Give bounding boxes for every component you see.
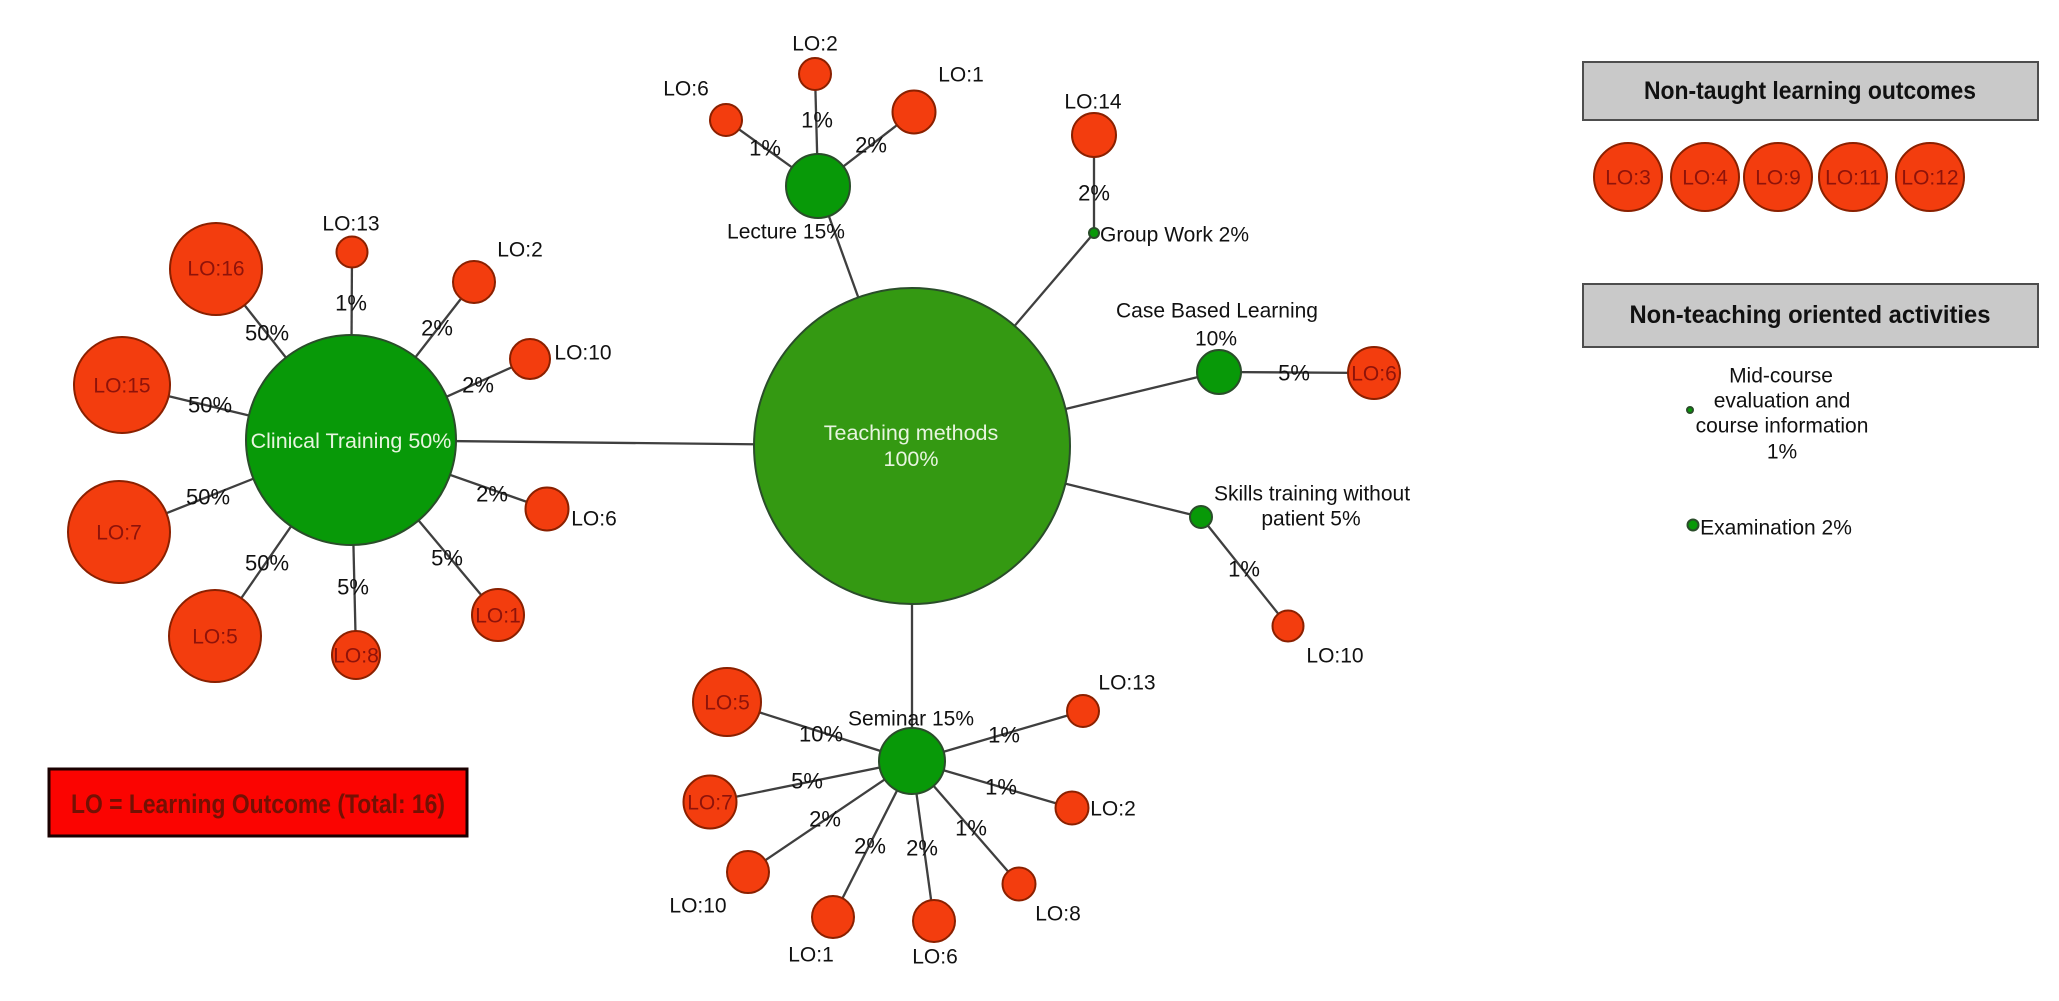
svg-text:LO:14: LO:14: [1064, 91, 1122, 114]
svg-text:LO:16: LO:16: [187, 258, 244, 281]
svg-text:LO:4: LO:4: [1682, 167, 1728, 190]
svg-text:50%: 50%: [186, 485, 230, 510]
svg-text:course information: course information: [1696, 415, 1869, 438]
svg-text:LO:6: LO:6: [912, 946, 958, 969]
svg-text:LO:10: LO:10: [1306, 645, 1363, 668]
svg-text:LO:10: LO:10: [669, 895, 726, 918]
svg-text:Clinical Training 50%: Clinical Training 50%: [251, 429, 452, 453]
svg-text:50%: 50%: [188, 393, 232, 418]
svg-text:2%: 2%: [854, 834, 886, 859]
svg-text:LO:2: LO:2: [497, 239, 543, 262]
svg-text:2%: 2%: [476, 482, 508, 507]
svg-text:5%: 5%: [431, 546, 463, 571]
svg-text:2%: 2%: [1078, 181, 1110, 206]
svg-text:1%: 1%: [749, 136, 781, 161]
svg-text:1%: 1%: [1767, 441, 1797, 464]
svg-text:50%: 50%: [245, 551, 289, 576]
svg-text:Seminar 15%: Seminar 15%: [848, 708, 974, 731]
svg-text:LO:13: LO:13: [322, 213, 379, 236]
svg-text:2%: 2%: [421, 316, 453, 341]
svg-text:Group Work 2%: Group Work 2%: [1100, 224, 1249, 247]
svg-text:LO:8: LO:8: [333, 645, 379, 668]
svg-text:LO:6: LO:6: [663, 78, 709, 101]
svg-text:2%: 2%: [462, 373, 494, 398]
svg-text:LO:3: LO:3: [1605, 167, 1651, 190]
svg-text:LO:5: LO:5: [192, 626, 238, 649]
svg-text:LO:8: LO:8: [1035, 903, 1081, 926]
svg-text:LO:12: LO:12: [1901, 167, 1958, 190]
svg-text:LO = Learning Outcome (Total:: LO = Learning Outcome (Total: 16): [71, 789, 445, 819]
svg-text:LO:1: LO:1: [938, 64, 984, 87]
svg-text:10%: 10%: [799, 722, 843, 747]
svg-text:LO:6: LO:6: [1351, 363, 1397, 386]
svg-text:1%: 1%: [955, 816, 987, 841]
svg-text:5%: 5%: [1278, 361, 1310, 386]
svg-text:50%: 50%: [245, 321, 289, 346]
svg-text:LO:2: LO:2: [1090, 798, 1136, 821]
svg-text:Lecture 15%: Lecture 15%: [727, 221, 845, 244]
svg-text:5%: 5%: [791, 769, 823, 794]
svg-text:Examination 2%: Examination 2%: [1700, 517, 1852, 540]
svg-text:LO:7: LO:7: [96, 522, 142, 545]
svg-text:1%: 1%: [1228, 557, 1260, 582]
svg-text:10%: 10%: [1195, 328, 1237, 351]
svg-text:LO:2: LO:2: [792, 33, 838, 56]
svg-text:LO:9: LO:9: [1755, 167, 1801, 190]
svg-text:LO:15: LO:15: [93, 375, 150, 398]
svg-text:LO:6: LO:6: [571, 508, 617, 531]
svg-text:Case Based Learning: Case Based Learning: [1116, 300, 1318, 323]
svg-text:2%: 2%: [855, 133, 887, 158]
svg-text:Non-teaching oriented activiti: Non-teaching oriented activities: [1630, 301, 1991, 329]
svg-text:LO:1: LO:1: [475, 605, 521, 628]
svg-text:Non-taught learning outcomes: Non-taught learning outcomes: [1644, 77, 1976, 105]
svg-text:LO:1: LO:1: [788, 944, 834, 967]
svg-text:1%: 1%: [335, 291, 367, 316]
svg-text:evaluation and: evaluation and: [1714, 390, 1851, 413]
svg-text:patient 5%: patient 5%: [1261, 508, 1360, 531]
svg-text:LO:5: LO:5: [704, 692, 750, 715]
svg-text:2%: 2%: [809, 807, 841, 832]
svg-text:2%: 2%: [906, 836, 938, 861]
svg-text:1%: 1%: [988, 723, 1020, 748]
svg-text:Teaching methods: Teaching methods: [824, 421, 999, 445]
svg-text:100%: 100%: [884, 447, 939, 471]
svg-text:LO:11: LO:11: [1825, 167, 1881, 190]
svg-text:Mid-course: Mid-course: [1729, 365, 1833, 388]
svg-text:1%: 1%: [985, 775, 1017, 800]
svg-text:LO:13: LO:13: [1098, 672, 1155, 695]
svg-text:5%: 5%: [337, 575, 369, 600]
svg-text:1%: 1%: [801, 108, 833, 133]
svg-text:Skills training without: Skills training without: [1214, 483, 1410, 506]
svg-text:LO:10: LO:10: [554, 342, 611, 365]
svg-text:LO:7: LO:7: [687, 792, 733, 815]
